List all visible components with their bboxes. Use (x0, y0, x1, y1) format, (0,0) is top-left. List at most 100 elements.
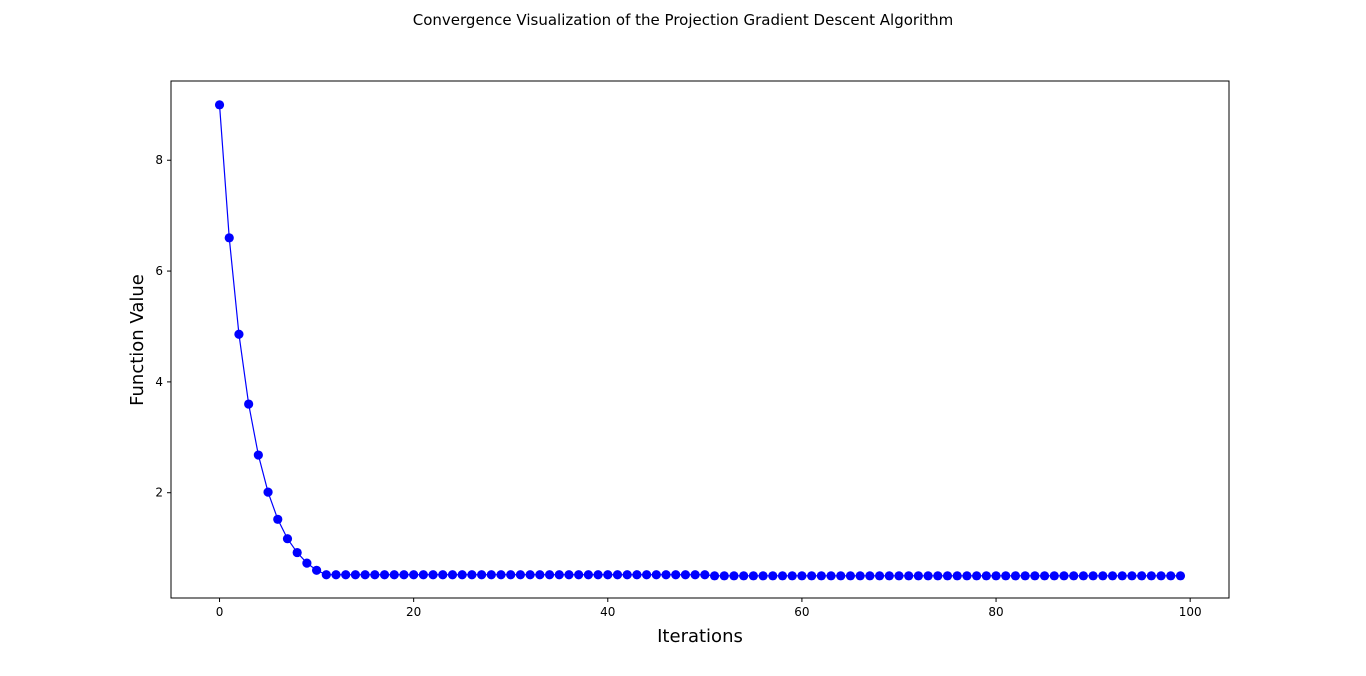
data-point (360, 570, 370, 580)
data-point (350, 570, 361, 580)
data-point (331, 570, 341, 580)
data-point (593, 570, 603, 580)
data-point (535, 570, 545, 580)
x-tick-label: 40 (600, 605, 615, 619)
data-point (991, 571, 1001, 581)
data-point (651, 570, 661, 580)
data-point (515, 570, 526, 580)
data-point (477, 570, 487, 580)
data-point (933, 571, 943, 581)
data-point (690, 570, 700, 580)
data-point (496, 570, 506, 580)
data-point (1117, 571, 1127, 581)
data-point (807, 571, 817, 581)
y-tick-label: 8 (155, 153, 163, 167)
data-point (962, 571, 972, 581)
data-point (913, 571, 923, 581)
data-point (438, 570, 448, 580)
data-point (544, 570, 555, 580)
data-point (273, 514, 283, 524)
data-point (574, 570, 584, 580)
data-point (379, 570, 390, 580)
data-point (874, 571, 885, 581)
x-axis-label: Iterations (657, 626, 743, 647)
data-point (612, 570, 623, 580)
data-point (1010, 571, 1021, 581)
data-point (506, 570, 516, 580)
y-tick-label: 4 (155, 375, 163, 389)
data-point (224, 233, 234, 243)
data-point (282, 534, 293, 544)
data-point (312, 565, 322, 575)
data-point (768, 571, 778, 581)
series-line (218, 104, 1181, 577)
data-point (525, 570, 535, 580)
data-point (981, 571, 991, 581)
data-point (244, 399, 254, 409)
data-point (709, 571, 720, 581)
data-point (942, 571, 953, 581)
data-point (700, 570, 710, 580)
data-point (758, 571, 768, 581)
data-point (836, 571, 846, 581)
data-point (777, 571, 788, 581)
data-point (428, 570, 438, 580)
data-point (671, 570, 681, 580)
data-point (884, 571, 894, 581)
data-point (1137, 571, 1147, 581)
data-point (1175, 571, 1186, 581)
data-point (826, 571, 836, 581)
data-point (904, 571, 914, 581)
data-point (1146, 571, 1156, 581)
data-point (661, 570, 671, 580)
x-tick-label: 80 (988, 605, 1003, 619)
data-point (214, 100, 225, 110)
data-point (1078, 571, 1088, 581)
data-point (418, 570, 428, 580)
data-point (1030, 571, 1040, 581)
data-point (787, 571, 797, 581)
data-point (409, 570, 419, 580)
data-point (680, 570, 691, 580)
data-point (1156, 571, 1166, 581)
data-point (399, 570, 409, 580)
data-point (1127, 571, 1137, 581)
x-tick-label: 20 (406, 605, 421, 619)
data-point (457, 570, 467, 580)
data-point (389, 570, 399, 580)
data-point (1020, 571, 1030, 581)
data-point (302, 558, 312, 568)
chart-title: Convergence Visualization of the Project… (413, 11, 953, 29)
data-point (253, 450, 263, 460)
data-point (447, 570, 458, 580)
plot-area (214, 100, 1186, 581)
data-point (234, 329, 244, 339)
data-point (341, 570, 351, 580)
data-point (865, 571, 875, 581)
data-point (321, 570, 331, 580)
data-point (263, 487, 273, 497)
axes: 0 20 40 60 80 100 2 4 6 8 (155, 80, 1230, 619)
data-point (467, 570, 477, 580)
data-point (845, 571, 856, 581)
data-point (642, 570, 652, 580)
data-point (855, 571, 865, 581)
data-point (292, 547, 302, 558)
y-tick-label: 2 (155, 486, 163, 500)
data-point (1088, 571, 1098, 581)
data-point (622, 570, 632, 580)
data-point (1039, 571, 1050, 581)
x-tick-label: 0 (216, 605, 224, 619)
data-point (1166, 571, 1176, 581)
data-point (564, 570, 574, 580)
axes-frame (170, 80, 1230, 599)
data-point (894, 571, 904, 581)
data-point (748, 571, 758, 581)
data-point (797, 571, 807, 581)
data-point (603, 570, 613, 580)
x-tick-label: 100 (1179, 605, 1202, 619)
data-point (1001, 571, 1011, 581)
data-point (923, 571, 933, 581)
